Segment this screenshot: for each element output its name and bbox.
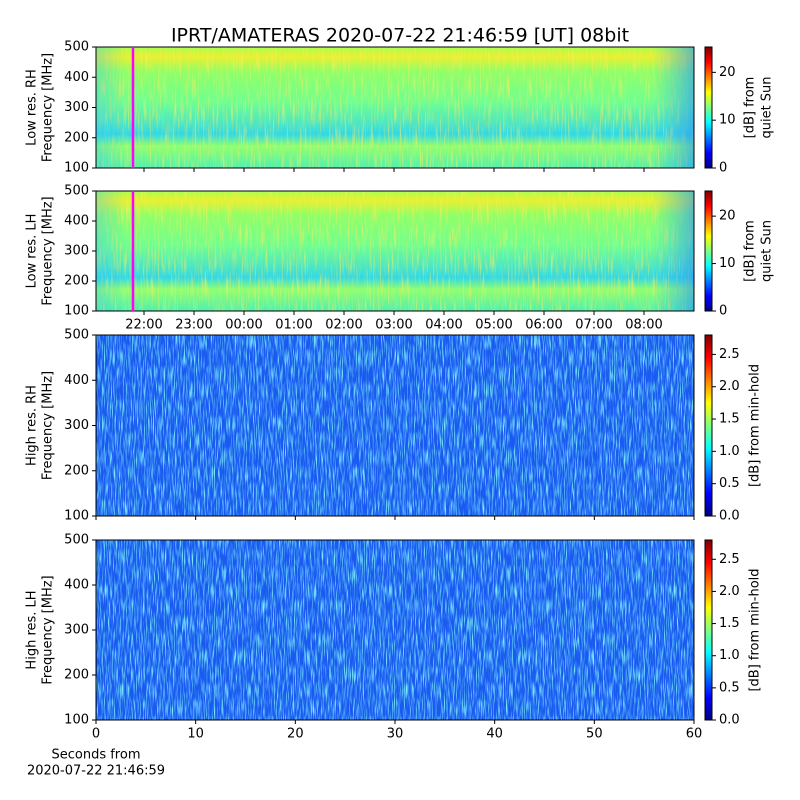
y-tick-label: 400 xyxy=(64,214,89,229)
y-tick-label: 500 xyxy=(64,533,89,548)
y-tick-label: 300 xyxy=(64,244,89,259)
y-tick-label: 300 xyxy=(64,100,89,115)
x-tick-label: 50 xyxy=(586,727,603,742)
x-axis-label: 2020-07-22 21:46:59 xyxy=(27,764,165,779)
colorbar-label: [dB] from min-hold xyxy=(748,568,763,691)
x-tick-label: 02:00 xyxy=(325,318,362,333)
y-tick-label: 100 xyxy=(64,304,89,319)
y-tick-label: 500 xyxy=(64,40,89,55)
y-tick-label: 200 xyxy=(64,463,89,478)
y-tick-label: 400 xyxy=(64,70,89,85)
colorbar xyxy=(704,334,713,517)
colorbar-tick-label: 1.0 xyxy=(719,648,740,663)
colorbar-tick-label: 0.5 xyxy=(719,476,740,491)
x-tick-label: 0 xyxy=(92,727,100,742)
colorbar-tick-label: 20 xyxy=(719,209,736,224)
colorbar-tick-label: 0 xyxy=(719,161,727,176)
x-tick-label: 60 xyxy=(686,727,703,742)
x-tick-label: 07:00 xyxy=(575,318,612,333)
x-tick-label: 40 xyxy=(486,727,503,742)
colorbar-tick-label: 10 xyxy=(719,256,736,271)
y-tick-label: 500 xyxy=(64,328,89,343)
y-tick-label: 200 xyxy=(64,274,89,289)
x-tick-label: 20 xyxy=(287,727,304,742)
colorbar-tick-label: 0.5 xyxy=(719,680,740,695)
x-tick-label: 01:00 xyxy=(275,318,312,333)
y-tick-label: 200 xyxy=(64,668,89,683)
x-tick-label: 06:00 xyxy=(525,318,562,333)
y-axis-label: Frequency [MHz] xyxy=(41,575,56,684)
colorbar-tick-label: 0.0 xyxy=(719,713,740,728)
colorbar-label: quiet Sun xyxy=(760,76,775,138)
colorbar xyxy=(704,539,713,721)
x-tick-label: 00:00 xyxy=(225,318,262,333)
colorbar-label: [dB] from xyxy=(743,220,758,282)
x-tick-label: 23:00 xyxy=(175,318,212,333)
y-axis-label: Low res. LH xyxy=(25,214,40,289)
colorbar-tick-label: 2.0 xyxy=(719,584,740,599)
colorbar-label: [dB] from min-hold xyxy=(748,364,763,487)
heatmap-edge xyxy=(96,47,694,168)
colorbar-label: [dB] from xyxy=(743,77,758,139)
colorbar xyxy=(704,46,713,169)
heatmap-texture xyxy=(96,540,694,720)
y-axis-label: High res. RH xyxy=(25,385,40,466)
x-tick-label: 10 xyxy=(187,727,204,742)
y-axis-label: Low res. RH xyxy=(25,69,40,146)
colorbar-tick-label: 2.5 xyxy=(719,552,740,567)
y-tick-label: 300 xyxy=(64,623,89,638)
x-axis-label: Seconds from xyxy=(51,748,140,763)
colorbar-tick-label: 0 xyxy=(719,304,727,319)
y-tick-label: 300 xyxy=(64,418,89,433)
y-tick-label: 400 xyxy=(64,578,89,593)
y-tick-label: 400 xyxy=(64,373,89,388)
figure-title: IPRT/AMATERAS 2020-07-22 21:46:59 [UT] 0… xyxy=(171,25,629,47)
colorbar-tick-label: 0.0 xyxy=(719,509,740,524)
y-axis-label: High res. LH xyxy=(25,590,40,669)
colorbar-tick-label: 20 xyxy=(719,65,736,80)
colorbar-tick-label: 10 xyxy=(719,113,736,128)
colorbar-tick-label: 2.5 xyxy=(719,347,740,362)
colorbar-tick-label: 1.5 xyxy=(719,616,740,631)
colorbar-tick-label: 2.0 xyxy=(719,379,740,394)
y-tick-label: 200 xyxy=(64,130,89,145)
colorbar xyxy=(704,190,713,312)
x-tick-label: 03:00 xyxy=(375,318,412,333)
x-tick-label: 08:00 xyxy=(625,318,662,333)
colorbar-tick-label: 1.5 xyxy=(719,412,740,427)
x-tick-label: 04:00 xyxy=(425,318,462,333)
x-tick-label: 22:00 xyxy=(125,318,162,333)
heatmap-edge xyxy=(96,191,694,311)
heatmap-texture xyxy=(96,335,694,516)
colorbar-tick-label: 1.0 xyxy=(719,444,740,459)
y-tick-label: 100 xyxy=(64,509,89,524)
y-tick-label: 100 xyxy=(64,161,89,176)
colorbar-label: quiet Sun xyxy=(760,220,775,282)
x-tick-label: 30 xyxy=(387,727,404,742)
y-axis-label: Frequency [MHz] xyxy=(41,196,56,305)
y-tick-label: 100 xyxy=(64,713,89,728)
y-axis-label: Frequency [MHz] xyxy=(41,53,56,162)
x-tick-label: 05:00 xyxy=(475,318,512,333)
y-axis-label: Frequency [MHz] xyxy=(41,371,56,480)
y-tick-label: 500 xyxy=(64,184,89,199)
